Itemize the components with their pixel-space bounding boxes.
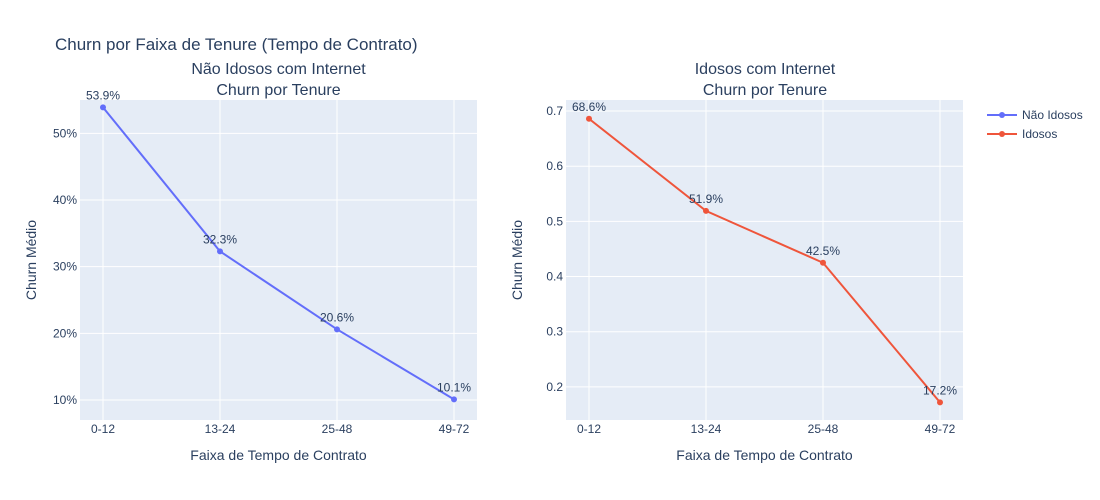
legend[interactable]: Não Idosos Idosos (987, 108, 1083, 141)
data-point (820, 259, 826, 266)
data-label: 32.3% (203, 232, 237, 246)
x-tick-label: 0-12 (577, 422, 601, 436)
chart-subtitle: Churn por Tenure (703, 82, 827, 99)
x-tick-label: 13-24 (205, 422, 236, 436)
x-tick-label: 0-12 (91, 422, 115, 436)
series-line (102, 106, 455, 401)
y-tick-label: 0.6 (546, 159, 563, 173)
y-axis-title: Churn Médio (23, 220, 39, 300)
data-label: 20.6% (320, 310, 354, 324)
chart-panel-non-seniors: Não Idosos com Internet Churn por Tenure… (23, 61, 477, 463)
series-line (588, 117, 941, 403)
y-tick-label: 20% (53, 326, 77, 340)
data-point (586, 115, 592, 122)
x-tick-label: 49-72 (925, 422, 956, 436)
y-tick-label: 0.2 (546, 380, 563, 394)
legend-swatch-marker (999, 112, 1005, 118)
chart-subtitle: Churn por Tenure (216, 82, 340, 99)
x-tick-label: 49-72 (439, 422, 470, 436)
data-label: 10.1% (437, 380, 471, 394)
data-point (451, 396, 457, 403)
x-axis-title: Faixa de Tempo de Contrato (676, 447, 853, 463)
y-tick-label: 0.7 (546, 104, 563, 118)
plot-background (80, 100, 477, 420)
data-point (703, 207, 709, 214)
data-point (100, 104, 106, 111)
data-label: 68.6% (572, 100, 606, 114)
chart-title: Não Idosos com Internet (191, 61, 366, 78)
figure-title: Churn por Faixa de Tenure (Tempo de Cont… (55, 35, 418, 54)
x-tick-label: 13-24 (691, 422, 722, 436)
data-point (937, 399, 943, 406)
data-point (334, 326, 340, 333)
x-axis-title: Faixa de Tempo de Contrato (190, 447, 367, 463)
y-axis-title: Churn Médio (509, 220, 525, 300)
x-tick-label: 25-48 (808, 422, 839, 436)
y-tick-label: 0.5 (546, 214, 563, 228)
chart-title: Idosos com Internet (695, 61, 836, 78)
x-tick-label: 25-48 (322, 422, 353, 436)
data-label: 51.9% (689, 192, 723, 206)
y-tick-label: 30% (53, 260, 77, 274)
legend-label: Idosos (1022, 127, 1057, 141)
y-tick-label: 50% (53, 126, 77, 140)
y-tick-label: 0.4 (546, 270, 563, 284)
data-point (217, 248, 223, 255)
chart-panel-seniors: Idosos com Internet Churn por Tenure 0.2… (509, 61, 963, 463)
data-label: 42.5% (806, 244, 840, 258)
y-tick-label: 10% (53, 393, 77, 407)
legend-swatch-marker (999, 131, 1005, 137)
y-tick-label: 0.3 (546, 325, 563, 339)
data-label: 53.9% (86, 88, 120, 102)
legend-label: Não Idosos (1022, 108, 1083, 122)
y-tick-label: 40% (53, 193, 77, 207)
data-label: 17.2% (923, 383, 957, 397)
